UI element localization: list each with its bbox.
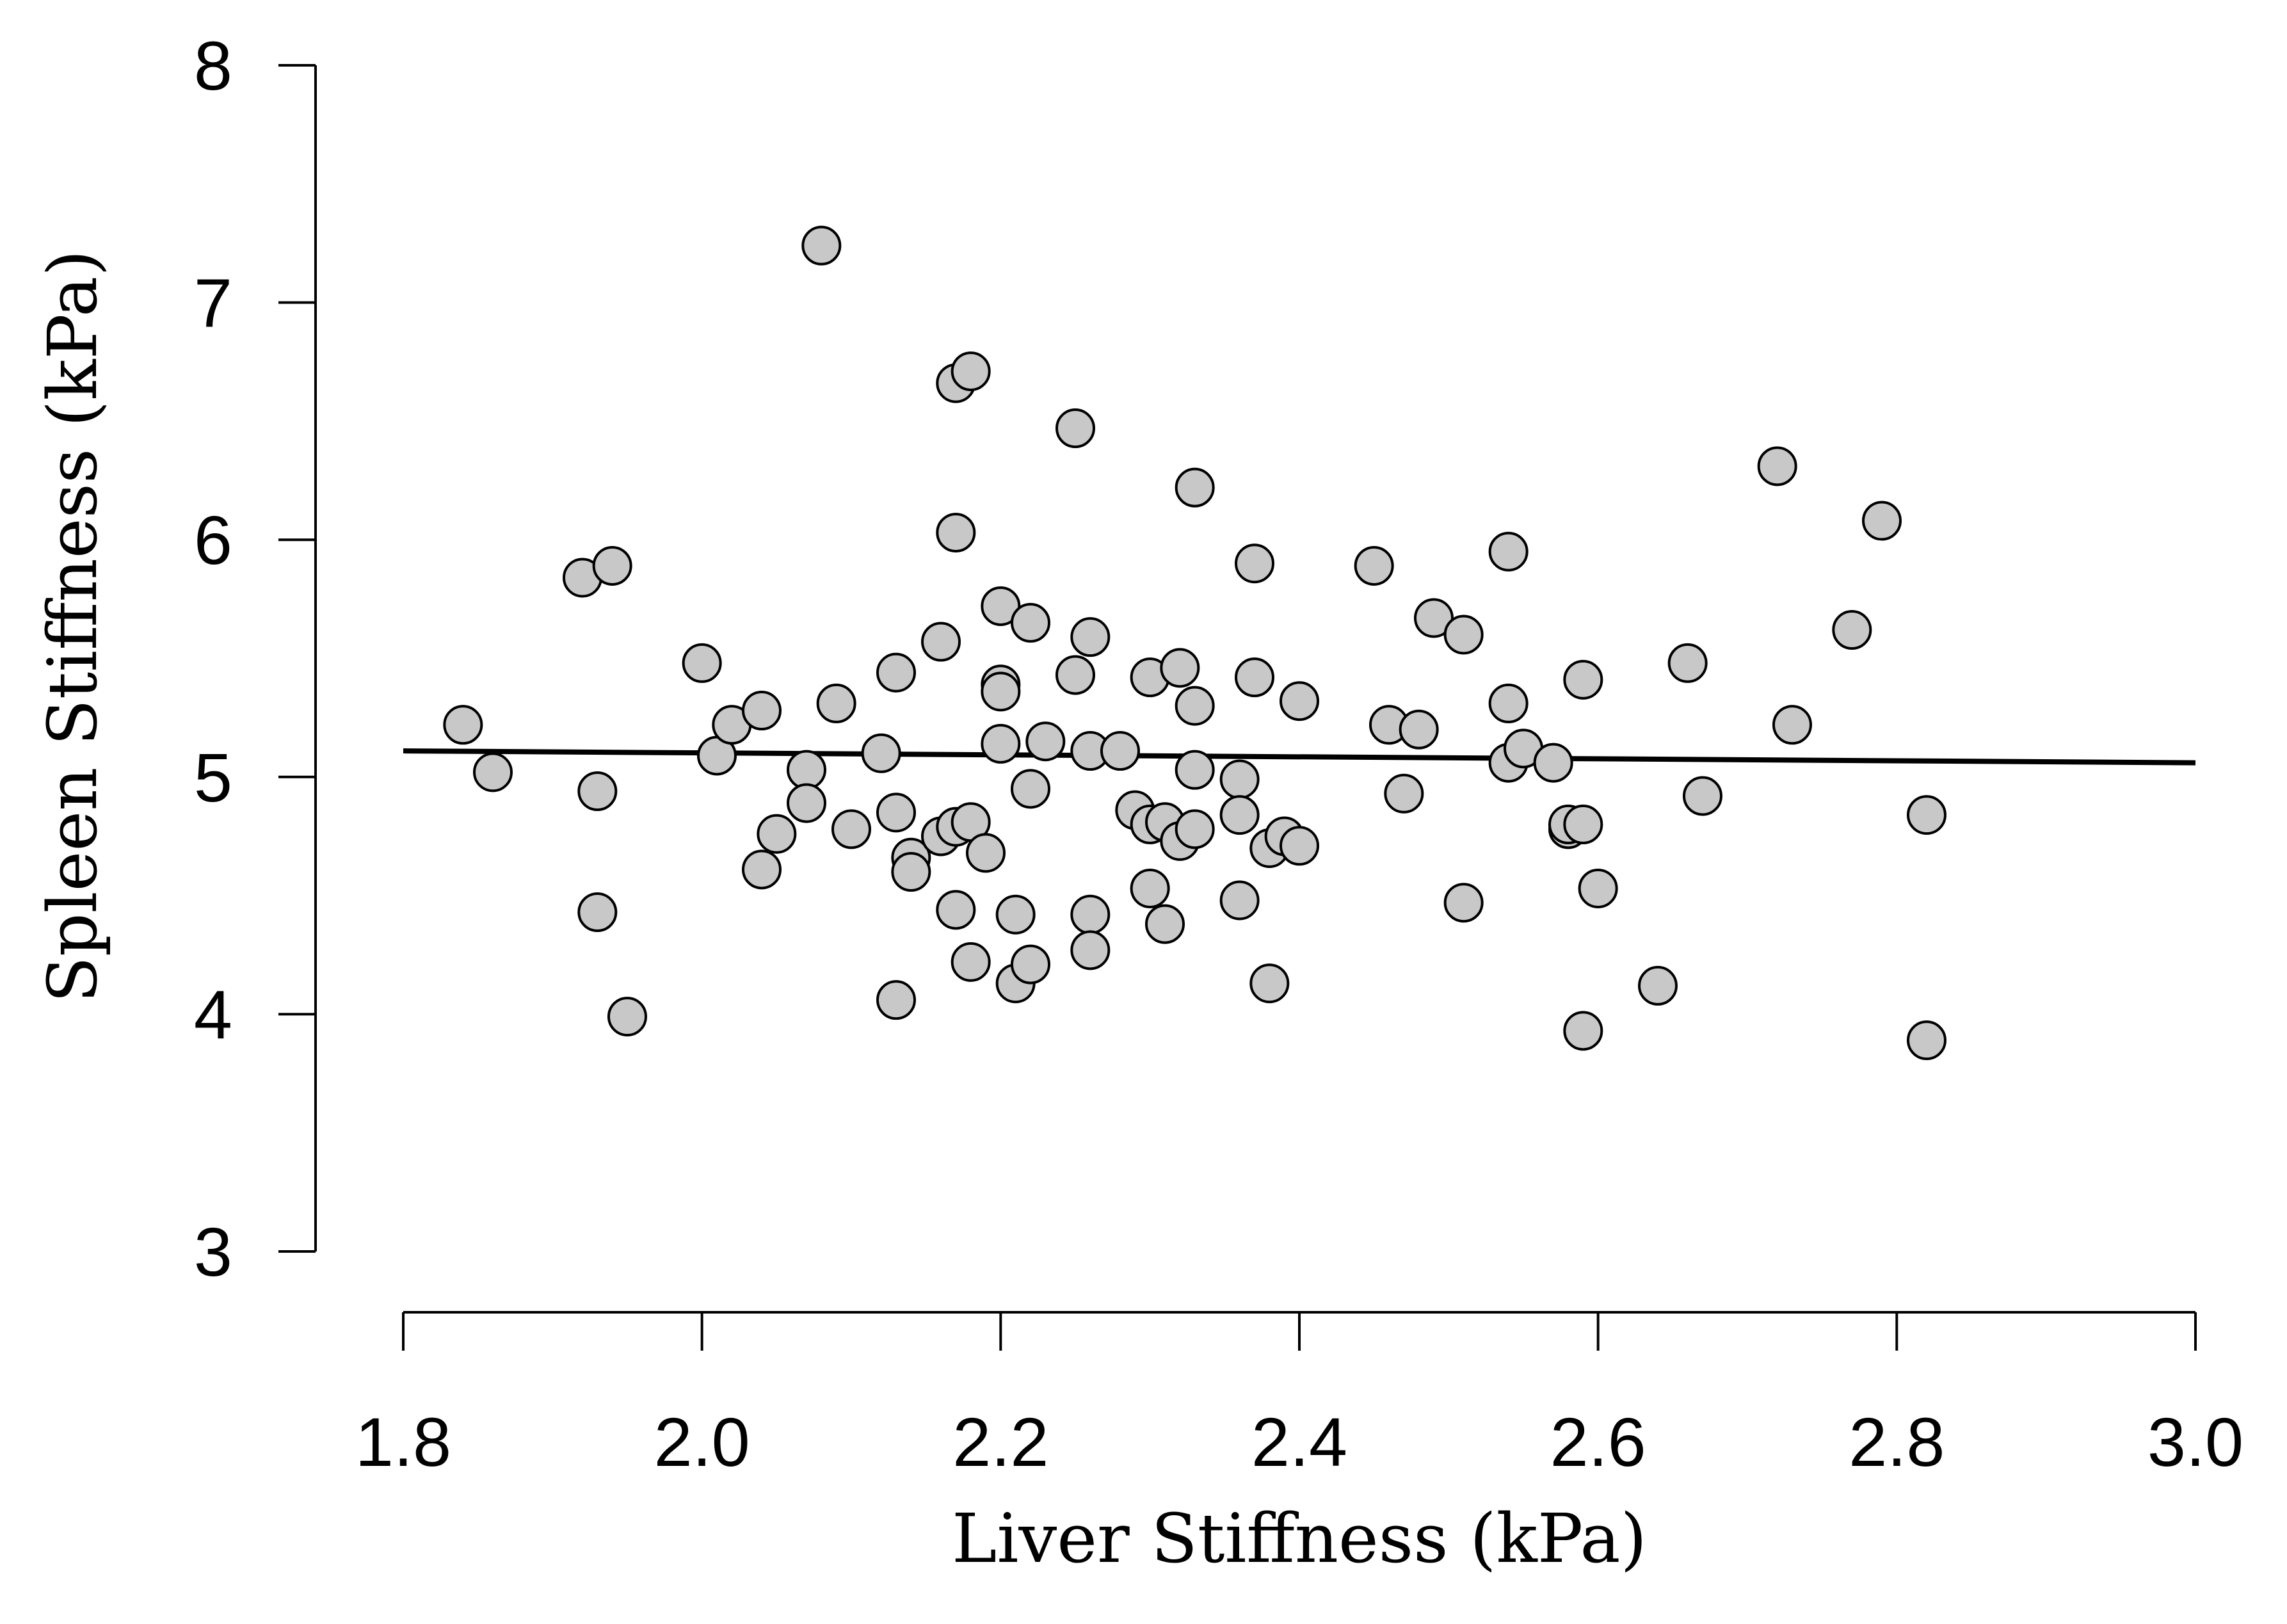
data-point [1578, 868, 1618, 908]
data-point [577, 771, 618, 812]
data-point [577, 892, 618, 933]
data-point [1384, 773, 1424, 814]
data-point [861, 733, 901, 773]
data-point [1011, 602, 1050, 643]
data-point [1219, 880, 1260, 921]
x-tick-label: 2.4 [1251, 1403, 1347, 1481]
data-point [742, 849, 782, 890]
data-point [1145, 904, 1185, 944]
data-point [1533, 743, 1573, 783]
data-point [1219, 759, 1260, 800]
data-point [1011, 769, 1050, 809]
data-point [1563, 804, 1603, 844]
data-point [1070, 894, 1111, 935]
data-point [1070, 617, 1111, 657]
data-point [1832, 610, 1872, 650]
data-point [1907, 1020, 1946, 1061]
data-point [981, 671, 1021, 712]
y-tick-label: 5 [194, 739, 232, 816]
data-point [981, 723, 1021, 764]
data-point [443, 705, 483, 745]
data-point [951, 351, 991, 392]
data-point [1399, 709, 1439, 750]
data-point [876, 652, 916, 693]
data-point [951, 942, 991, 982]
data-point [1235, 543, 1274, 584]
data-point [607, 997, 647, 1037]
data-point [787, 750, 826, 790]
data-point [1175, 750, 1215, 790]
data-point [1683, 776, 1722, 816]
data-point [1638, 965, 1678, 1006]
data-point [1070, 930, 1111, 970]
data-point [682, 643, 722, 683]
data-points [443, 225, 1946, 1061]
data-point [891, 852, 931, 892]
data-point [1563, 1011, 1603, 1051]
data-point [1488, 683, 1529, 723]
data-point [816, 683, 856, 723]
data-point [1055, 408, 1095, 449]
y-axis: 3 4 5 6 7 8 [194, 27, 317, 1290]
x-tick-label: 1.8 [355, 1403, 451, 1481]
data-point [1563, 659, 1603, 700]
y-tick-label: 6 [194, 501, 232, 579]
x-tick-label: 2.8 [1849, 1403, 1945, 1481]
data-point [1354, 545, 1394, 586]
data-point [1249, 963, 1290, 1004]
data-point [936, 890, 976, 930]
data-point [966, 833, 1006, 873]
data-point [1280, 826, 1319, 866]
data-point [1907, 795, 1946, 835]
data-point [936, 513, 976, 553]
data-point [1130, 868, 1170, 908]
y-tick-label: 3 [194, 1213, 232, 1290]
regression-line [403, 748, 2196, 766]
data-point [1488, 531, 1529, 572]
x-tick-label: 2.6 [1550, 1403, 1646, 1481]
y-axis-title: Spleen Stiffness (kPa) [33, 250, 112, 1002]
data-point [1443, 615, 1484, 655]
data-point [1667, 643, 1708, 683]
x-axis: 1.8 2.0 2.2 2.4 2.6 2.8 3.0 [355, 1311, 2243, 1481]
data-point [1025, 721, 1066, 762]
data-point [742, 691, 782, 731]
trend-line-group [403, 748, 2196, 766]
x-tick-label: 2.0 [654, 1403, 750, 1481]
data-point [1100, 731, 1140, 771]
data-point [592, 545, 632, 586]
data-point [876, 980, 916, 1020]
data-point [1160, 648, 1200, 688]
data-point [981, 586, 1021, 626]
data-point [801, 225, 842, 266]
data-point [473, 752, 513, 792]
y-tick-label: 7 [194, 264, 232, 342]
x-tick-label: 3.0 [2147, 1403, 2243, 1481]
data-point [1772, 705, 1812, 745]
data-point [1280, 681, 1319, 721]
data-point [1175, 467, 1215, 508]
data-point [1175, 809, 1215, 849]
data-point [1235, 657, 1274, 698]
data-point [1055, 655, 1095, 695]
x-axis-title: Liver Stiffness (kPa) [952, 1499, 1647, 1578]
data-point [757, 814, 797, 854]
data-point [1175, 686, 1215, 726]
data-point [1443, 883, 1484, 923]
data-point [1757, 446, 1797, 486]
y-tick-label: 4 [194, 976, 232, 1053]
data-point [1414, 598, 1454, 638]
data-point [1862, 501, 1902, 541]
data-point [831, 809, 871, 849]
data-point [876, 792, 916, 833]
data-point [787, 783, 826, 823]
data-point [921, 622, 961, 662]
x-tick-label: 2.2 [952, 1403, 1048, 1481]
data-point [1219, 795, 1260, 835]
data-point [995, 894, 1036, 935]
data-point [1011, 944, 1050, 985]
y-tick-label: 8 [194, 27, 232, 104]
